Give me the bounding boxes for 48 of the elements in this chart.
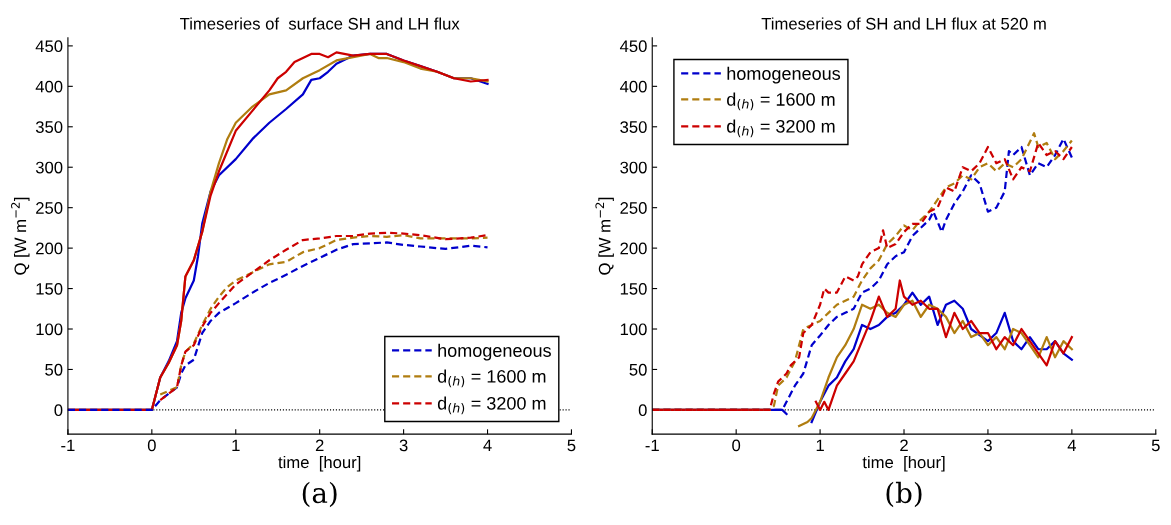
y-tick-label: 150 (620, 282, 647, 295)
x-axis-title: time [hour] (862, 455, 945, 472)
x-tick-label: -1 (645, 439, 659, 452)
y-axis-title: Q [W m$^{−2}$] (595, 197, 614, 275)
x-tick-label: 1 (232, 439, 240, 452)
y-tick-label: 0 (638, 404, 647, 417)
y-tick-label: 0 (54, 404, 63, 417)
x-tick-label: 4 (483, 439, 492, 452)
legend-label: homogeneous (438, 343, 551, 361)
y-tick-label: 250 (620, 202, 647, 214)
x-tick-label: 2 (315, 439, 324, 452)
y-tick-label: 350 (35, 121, 63, 133)
text: (b) (886, 481, 922, 508)
y-tick-label: 400 (35, 80, 63, 93)
legend-label: d$_{(h)}$ = 3200 m (437, 396, 546, 415)
y-tick-label: 350 (620, 121, 647, 133)
y-tick-label: 250 (36, 202, 63, 214)
y-tick-label: 200 (36, 242, 63, 255)
x-axis-title: time [hour] (278, 455, 361, 472)
y-axis-title: Q [W m$^{−2}$] (11, 197, 30, 275)
y-tick-label: 300 (620, 161, 647, 174)
x-tick-label: 0 (147, 439, 156, 452)
legend-label: d$_{(h)}$ = 1600 m (727, 92, 835, 111)
text: (a) (302, 481, 337, 508)
y-tick-label: 100 (620, 323, 647, 336)
y-tick-label: 400 (619, 80, 647, 93)
y-tick-label: 450 (619, 40, 647, 53)
x-tick-label: 2 (900, 439, 908, 452)
y-tick-label: 200 (620, 242, 647, 255)
y-tick-label: 150 (36, 282, 63, 295)
x-tick-label: 0 (732, 439, 741, 452)
x-tick-label: 3 (983, 439, 992, 452)
chart-title: Timeseries of SH and LH flux at 520 m (761, 17, 1046, 30)
chart-title: Timeseries of surface SH and LH flux (180, 17, 460, 30)
y-tick-label: 100 (36, 323, 63, 336)
y-tick-label: 50 (629, 363, 647, 376)
x-tick-label: 3 (399, 439, 408, 452)
y-tick-label: 300 (35, 161, 63, 174)
x-tick-label: 1 (816, 439, 824, 452)
x-tick-label: 4 (1067, 439, 1076, 452)
legend-label: d$_{(h)}$ = 1600 m (437, 369, 546, 388)
x-tick-label: 5 (1151, 439, 1160, 452)
x-tick-label: 5 (567, 439, 576, 452)
y-tick-label: 50 (45, 363, 63, 376)
legend-label: homogeneous (727, 66, 841, 84)
legend-label: d$_{(h)}$ = 3200 m (727, 119, 835, 138)
y-tick-label: 450 (35, 40, 63, 53)
x-tick-label: -1 (61, 439, 75, 452)
